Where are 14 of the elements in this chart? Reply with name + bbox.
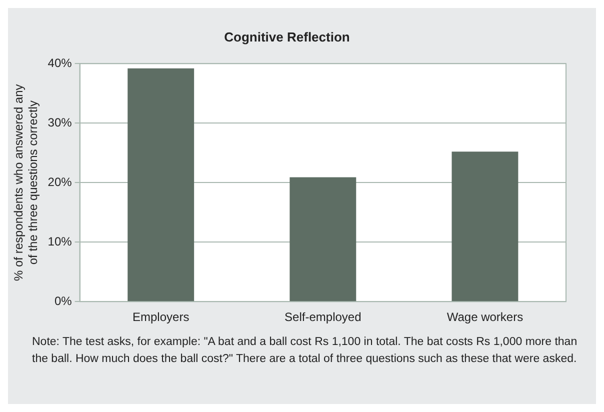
y-tick-label: 40% (48, 56, 72, 70)
text: Note: The test asks, for example: "A bat and a ball cost Rs 1,100 in total. The bat costs Rs 1,000 more than the ball. How much does the ball cost?" There are a total of three questions such as these that were asked. (31, 335, 578, 367)
x-tick-label: Self-employed (284, 310, 362, 324)
y-tick-label: 20% (48, 174, 72, 189)
y-axis-title: % of respondents who answered any of the three questions correctly (12, 84, 40, 281)
y-tick-label: 30% (48, 115, 72, 130)
bar (290, 177, 356, 302)
bar (452, 152, 518, 302)
x-tick-label: Employers (132, 310, 190, 324)
y-tick-label: 0% (54, 294, 72, 308)
y-tick-label: 10% (48, 234, 72, 248)
x-tick-label: Wage workers (446, 310, 524, 324)
bar (128, 68, 194, 302)
chart-title: Cognitive Reflection (224, 29, 350, 44)
